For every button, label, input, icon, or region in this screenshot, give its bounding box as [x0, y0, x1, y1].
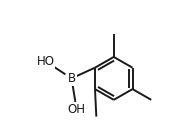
Text: B: B: [68, 72, 76, 85]
Text: HO: HO: [36, 55, 54, 68]
Text: OH: OH: [67, 103, 85, 116]
